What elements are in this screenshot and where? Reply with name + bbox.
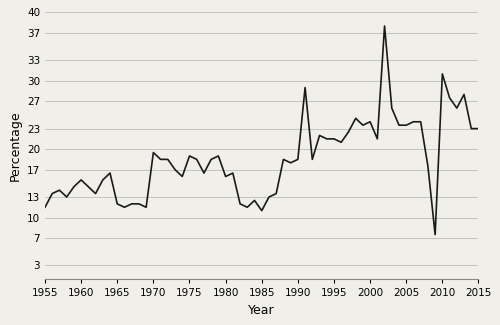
Y-axis label: Percentage: Percentage [8,111,22,181]
X-axis label: Year: Year [248,304,275,317]
